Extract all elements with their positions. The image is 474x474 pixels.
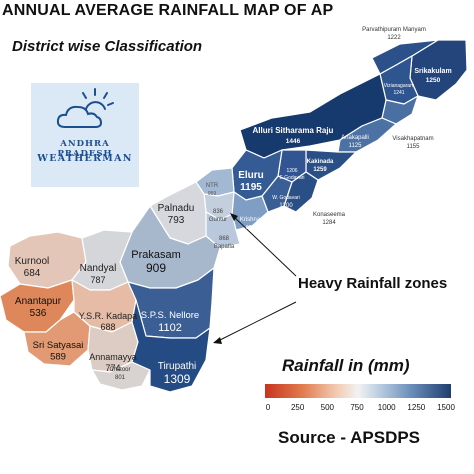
district-value-annamayya: 774 [105, 363, 120, 373]
district-name-nandyal: Nandyal [80, 263, 117, 274]
district-value-parvathipuram: 1222 [387, 35, 401, 41]
legend-tick-1000: 1000 [377, 403, 396, 412]
district-value-spsnellore: 1102 [158, 322, 182, 334]
district-name-srisatyasai: Sri Satyasai [33, 340, 84, 351]
district-name-alluri: Alluri Sitharama Raju [253, 126, 334, 135]
district-name-anantapur: Anantapur [15, 296, 62, 307]
legend-title: Rainfall in (mm) [282, 356, 410, 375]
district-name-egodavari: E.Godavari [279, 175, 304, 181]
logo-line2: WEATHERMAN [37, 153, 133, 164]
district-value-srisatyasai: 589 [50, 352, 66, 363]
legend-tick-1250: 1250 [407, 403, 426, 412]
district-name-eluru: Eluru [238, 170, 264, 181]
district-name-spsnellore: S.P.S. Nellore [141, 310, 199, 321]
district-value-kurnool: 684 [24, 268, 41, 279]
district-name-annamayya: Annamayya [89, 352, 137, 362]
district-value-srikakulam: 1250 [426, 77, 441, 84]
district-name-kurnool: Kurnool [15, 256, 49, 267]
district-value-bapatla: 868 [219, 236, 230, 242]
arrow-south-line [215, 301, 297, 343]
district-name-bapatla: Bapatla [214, 244, 235, 250]
district-name-anakapalli: Anakapalli [341, 135, 369, 141]
district-tirupathi[interactable] [131, 299, 211, 393]
district-value-ntr: 959 [208, 191, 217, 197]
district-name-visakhapatnam: Visakhapatnam [392, 136, 433, 142]
map-title: ANNUAL AVERAGE RAINFALL MAP OF AP [2, 2, 334, 19]
arrow-north-line [231, 214, 297, 277]
district-value-nandyal: 787 [90, 275, 105, 285]
district-value-anakapalli: 1125 [349, 143, 363, 149]
district-value-guntur: 836 [213, 209, 224, 215]
district-value-visakhapatnam: 1155 [407, 144, 421, 150]
district-value-kakinada: 1259 [313, 167, 327, 173]
district-value-krishna: 993 [246, 225, 255, 231]
district-name-chittoor: Chittoor [109, 367, 130, 373]
district-name-ysrkadapa: Y.S.R. Kadapa [79, 311, 137, 321]
district-value-tirupathi: 1309 [164, 372, 191, 386]
district-value-palnadu: 793 [168, 215, 185, 226]
district-value-anantapur: 536 [30, 308, 47, 319]
district-value-ysrkadapa: 688 [100, 322, 115, 332]
district-value-wgodavari: 1200 [279, 203, 293, 209]
district-value-konaseema: 1284 [322, 220, 336, 226]
arrow-south-head [213, 337, 222, 344]
district-value-egodavari: 1206 [286, 168, 297, 174]
district-name-wgodavari: W. Godavari [272, 195, 300, 201]
legend-tick-0: 0 [265, 403, 271, 412]
district-value-vizianagaram: 1241 [393, 90, 404, 96]
district-name-kakinada: Kakinada [307, 159, 334, 165]
arrow-north-head [230, 213, 238, 221]
district-name-guntur: Guntur [209, 217, 227, 223]
logo-line1: ANDHRA PRADESH [57, 139, 113, 159]
legend-tick-750: 750 [350, 403, 364, 412]
district-name-prakasam: Prakasam [131, 249, 181, 261]
district-chittoor[interactable] [91, 361, 151, 391]
district-name-parvathipuram: Parvathipuram Manyam [362, 27, 426, 33]
district-name-ntr: NTR [206, 183, 219, 189]
district-value-eluru: 1195 [240, 182, 262, 193]
legend-tick-250: 250 [290, 403, 305, 412]
legend-tick-1500: 1500 [437, 403, 455, 412]
district-name-krishna: Krishna [240, 217, 261, 223]
source-credit: Source - APSDPS [278, 428, 421, 447]
heavy-rainfall-label: Heavy Rainfall zones [298, 275, 448, 292]
district-value-alluri: 1446 [286, 138, 301, 145]
district-value-chittoor: 801 [115, 375, 126, 381]
district-name-palnadu: Palnadu [158, 203, 195, 214]
weatherman-logo: ANDHRA PRADESH WEATHERMAN [31, 83, 139, 187]
district-value-prakasam: 909 [146, 261, 166, 275]
district-name-srikakulam: Srikakulam [414, 68, 451, 75]
district-name-vizianagaram: Vizianagaram [384, 83, 414, 89]
cloud-sun-icon [56, 88, 114, 128]
legend-color-bar [265, 384, 451, 398]
district-anantapur[interactable] [0, 279, 75, 333]
map-subtitle: District wise Classification [12, 38, 203, 55]
district-kakinada[interactable] [305, 149, 357, 181]
legend-tick-500: 500 [320, 403, 335, 412]
district-name-tirupathi: Tirupathi [158, 361, 197, 372]
district-name-konaseema: Konaseema [313, 212, 346, 218]
